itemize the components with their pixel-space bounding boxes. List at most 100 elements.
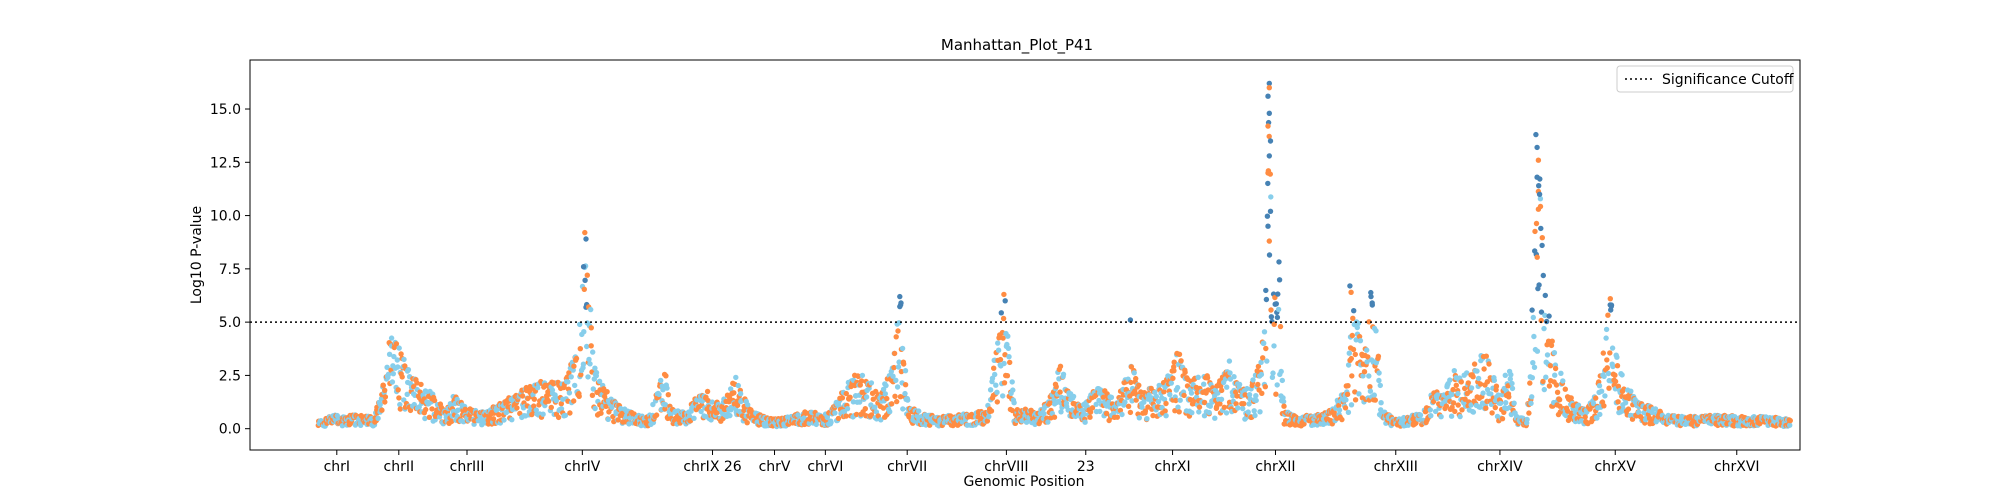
snp-point — [1470, 409, 1477, 415]
snp-point — [1356, 333, 1363, 340]
snp-point — [1538, 317, 1544, 324]
snp-point — [1582, 414, 1588, 420]
snp-point — [1438, 414, 1444, 420]
snp-point — [1265, 223, 1271, 229]
snp-point — [375, 415, 381, 421]
snp-point — [1534, 174, 1540, 180]
snp-point — [709, 399, 715, 405]
snp-point — [1491, 377, 1498, 384]
snp-point — [1007, 359, 1013, 366]
snp-point — [590, 386, 596, 392]
snp-point — [1005, 345, 1012, 351]
snp-point — [1549, 338, 1555, 344]
snp-point — [1529, 375, 1536, 381]
snp-point — [1538, 225, 1544, 232]
snp-point — [1265, 170, 1271, 176]
snp-point — [590, 349, 596, 355]
snp-point — [650, 401, 656, 408]
y-tick-label: 2.5 — [219, 368, 241, 384]
snp-point — [1450, 400, 1457, 406]
snp-point — [1596, 383, 1603, 389]
snp-point — [1536, 183, 1542, 189]
snp-point — [615, 417, 621, 423]
snp-point — [1221, 404, 1228, 410]
snp-point — [1480, 390, 1486, 396]
snp-point — [735, 382, 741, 389]
snp-point — [1483, 353, 1490, 359]
snp-point — [1207, 403, 1214, 409]
snp-point — [1345, 409, 1352, 415]
snp-point — [1259, 390, 1265, 396]
snp-point — [663, 373, 669, 379]
snp-point — [1266, 85, 1273, 91]
snp-point — [1002, 298, 1008, 304]
snp-point — [580, 361, 587, 367]
snp-point — [1594, 415, 1600, 421]
snp-point — [1152, 389, 1158, 396]
snp-point — [665, 392, 671, 398]
snp-point — [1453, 382, 1460, 388]
snp-point — [388, 335, 395, 341]
snp-point — [1507, 376, 1514, 382]
snp-point — [1614, 354, 1620, 360]
x-tick-label: chrI — [324, 459, 350, 475]
snp-point — [1176, 351, 1183, 357]
x-tick-label: chrXIII — [1374, 459, 1418, 475]
snp-point — [1266, 110, 1273, 117]
snp-point — [1449, 404, 1455, 411]
snp-point — [1455, 390, 1461, 397]
snp-point — [704, 388, 711, 395]
snp-point — [1366, 319, 1372, 325]
snp-point — [1125, 403, 1132, 409]
snp-point — [418, 381, 424, 388]
snp-point — [382, 387, 388, 393]
snp-point — [1543, 374, 1549, 380]
snp-point — [1163, 413, 1169, 419]
snp-point — [613, 410, 619, 417]
snp-point — [992, 371, 998, 378]
snp-point — [1546, 383, 1553, 389]
snp-point — [847, 394, 853, 400]
snp-point — [727, 412, 733, 419]
snp-point — [1470, 374, 1476, 380]
snp-point — [1503, 400, 1509, 406]
x-tick-label: chrXIV — [1477, 459, 1523, 475]
snp-point — [431, 397, 438, 404]
snp-point — [1360, 373, 1366, 379]
snp-point — [1280, 398, 1287, 405]
snp-point — [1449, 391, 1455, 398]
snp-point — [397, 406, 403, 412]
snp-point — [405, 367, 412, 373]
snp-point — [1266, 80, 1273, 87]
snp-point — [605, 416, 611, 422]
snp-point — [581, 286, 587, 292]
snp-point — [1607, 350, 1613, 356]
snp-point — [902, 368, 909, 374]
snp-point — [1181, 392, 1187, 399]
snp-point — [593, 369, 600, 376]
snp-point — [1133, 397, 1139, 403]
snp-point — [1006, 354, 1012, 360]
snp-point — [548, 404, 554, 411]
snp-point — [558, 401, 564, 407]
snp-point — [1462, 385, 1468, 392]
snp-point — [1258, 371, 1265, 378]
snp-point — [1168, 380, 1175, 386]
snp-point — [859, 372, 866, 379]
snp-point — [568, 374, 574, 380]
snp-point — [1593, 395, 1599, 401]
snp-point — [1051, 414, 1058, 420]
snp-point — [1161, 389, 1167, 395]
snp-point — [1255, 363, 1262, 370]
snp-point — [1612, 372, 1618, 378]
plot-frame — [249, 59, 1801, 451]
snp-point — [1266, 133, 1272, 140]
snp-point — [1628, 388, 1634, 394]
snp-point — [1119, 411, 1125, 418]
snp-point — [1448, 413, 1455, 419]
snp-point — [1539, 235, 1546, 241]
snp-point — [377, 401, 383, 408]
snp-point — [1278, 368, 1284, 375]
snp-point — [1162, 408, 1168, 414]
snp-point — [844, 406, 851, 412]
